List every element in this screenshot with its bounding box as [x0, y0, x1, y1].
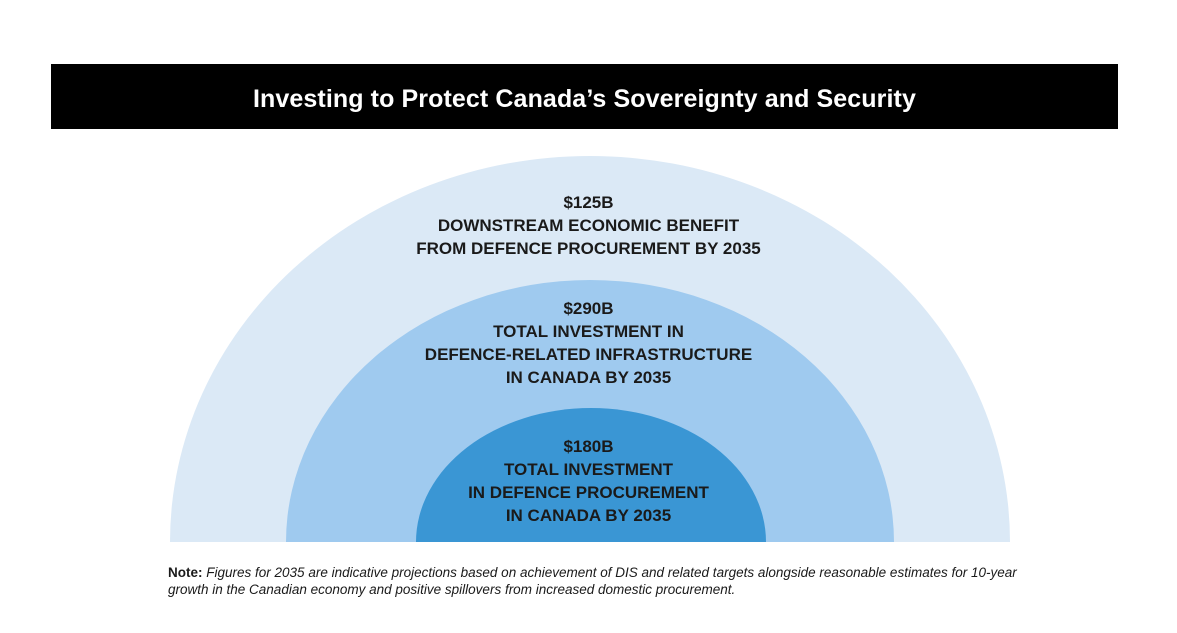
inner-ring-line: IN DEFENCE PROCUREMENT — [468, 483, 709, 502]
middle-ring-line: DEFENCE-RELATED INFRASTRUCTURE — [424, 345, 753, 364]
outer-ring-line: DOWNSTREAM ECONOMIC BENEFIT — [437, 216, 740, 235]
inner-ring-amount: $180B — [563, 437, 614, 456]
inner-ring-line: IN CANADA BY 2035 — [505, 506, 672, 525]
middle-ring-line: IN CANADA BY 2035 — [505, 368, 672, 387]
middle-ring-label: $290B TOTAL INVESTMENT IN DEFENCE-RELATE… — [0, 297, 1177, 389]
footnote: Note: Figures for 2035 are indicative pr… — [168, 564, 1028, 598]
page-title: Investing to Protect Canada’s Sovereignt… — [253, 85, 916, 113]
inner-ring-label: $180B TOTAL INVESTMENT IN DEFENCE PROCUR… — [0, 435, 1177, 527]
outer-ring-amount: $125B — [563, 193, 614, 212]
footnote-label: Note: — [168, 565, 203, 580]
inner-ring-line: TOTAL INVESTMENT — [503, 460, 674, 479]
inner-ring-arc — [416, 408, 766, 542]
outer-ring-label: $125B DOWNSTREAM ECONOMIC BENEFIT FROM D… — [0, 191, 1177, 260]
footnote-text: Figures for 2035 are indicative projecti… — [168, 565, 1017, 597]
title-bar: Investing to Protect Canada’s Sovereignt… — [51, 64, 1118, 129]
middle-ring-line: TOTAL INVESTMENT IN — [493, 322, 684, 341]
middle-ring-amount: $290B — [563, 299, 614, 318]
outer-ring-line: FROM DEFENCE PROCUREMENT BY 2035 — [416, 239, 761, 258]
